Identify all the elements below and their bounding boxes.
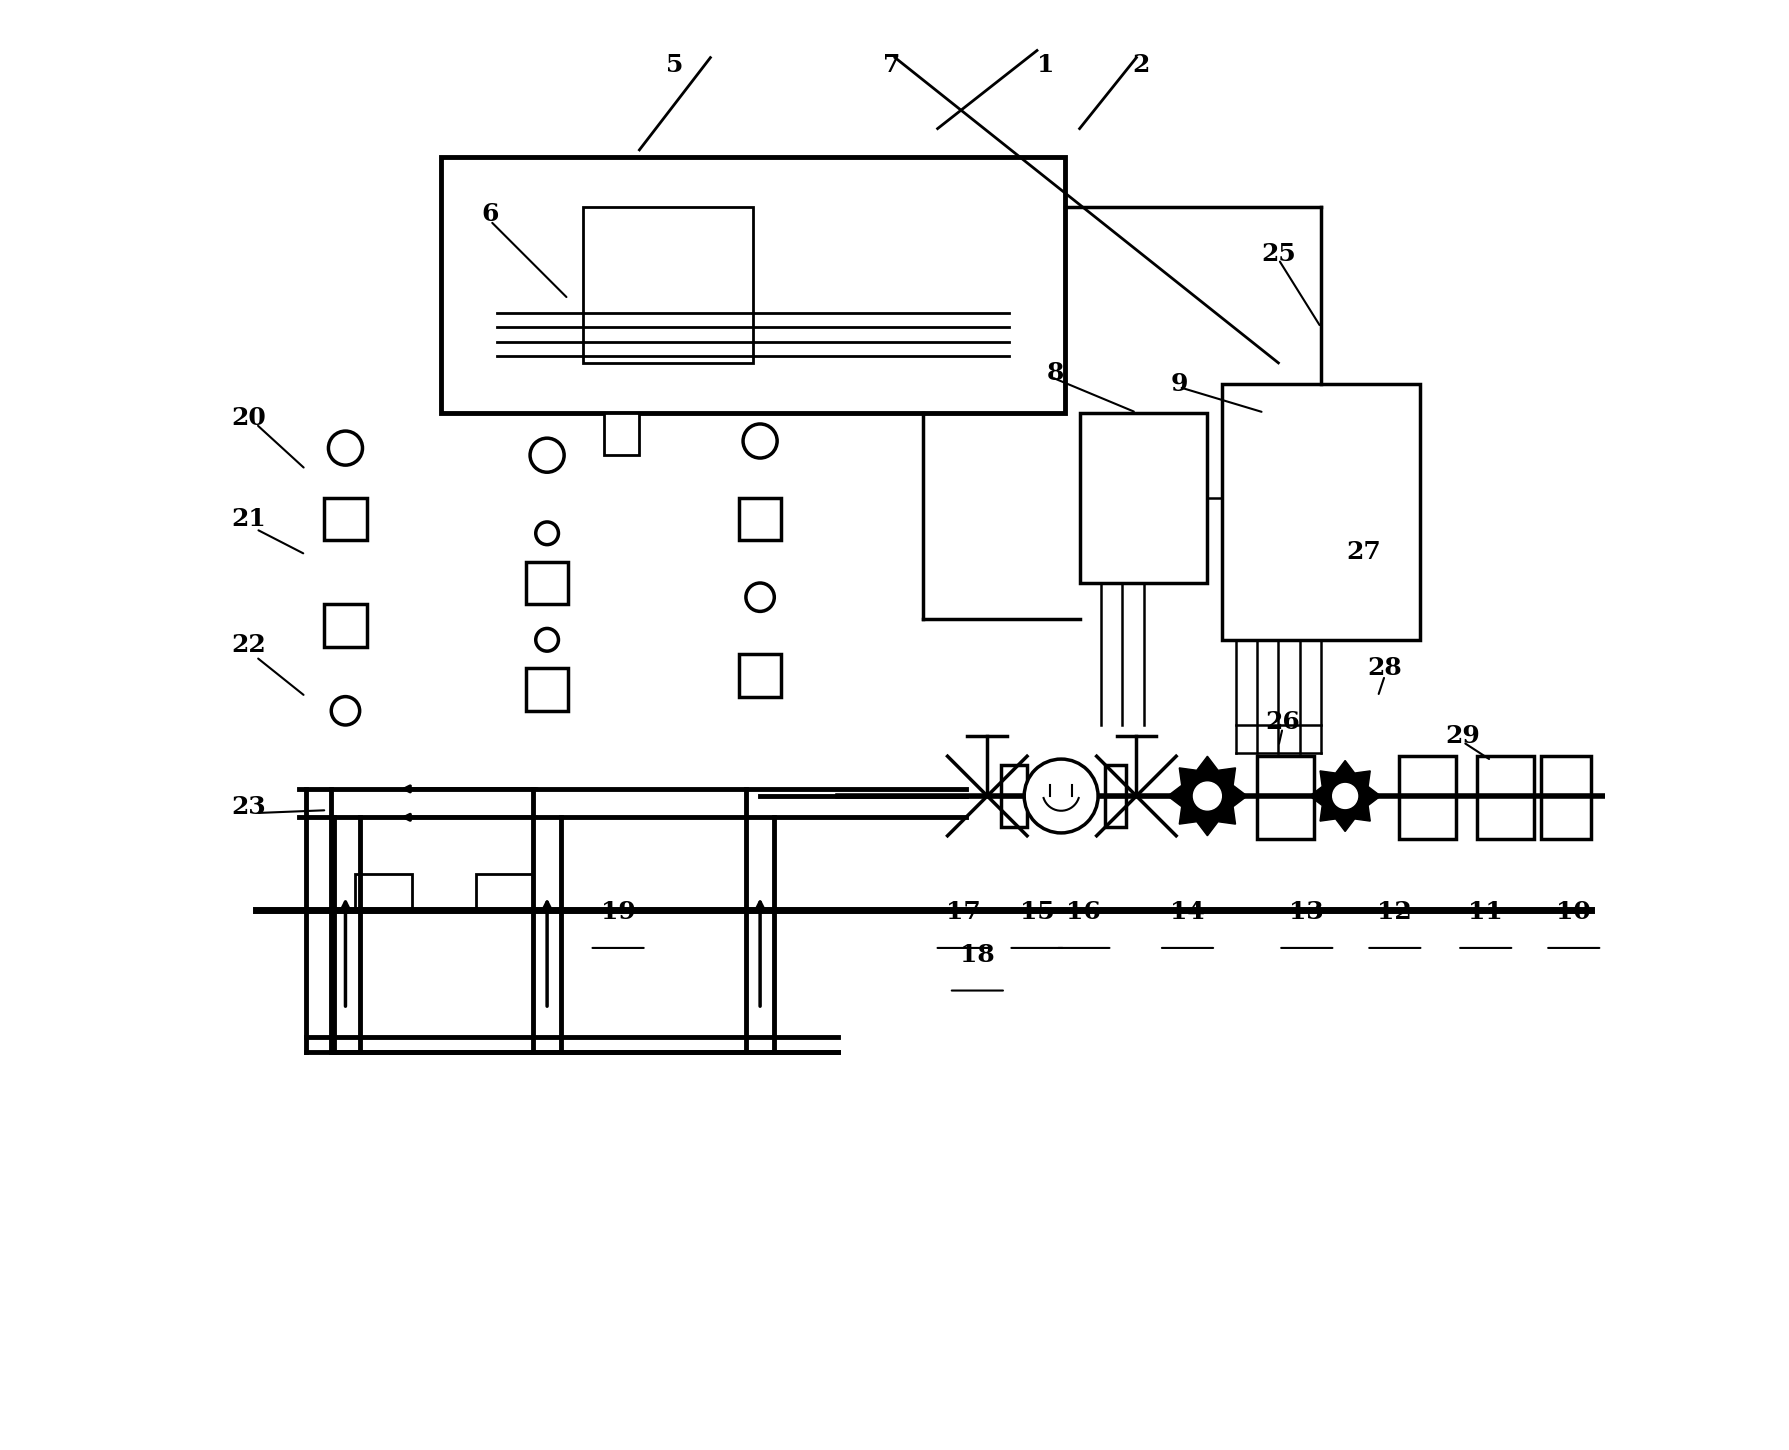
Text: 1: 1 [1036, 52, 1054, 77]
Polygon shape [1310, 760, 1379, 831]
Circle shape [530, 438, 564, 473]
Text: 11: 11 [1467, 900, 1503, 925]
Bar [1079, 413, 1208, 583]
Bar [1220, 384, 1420, 639]
Polygon shape [624, 242, 710, 328]
Circle shape [535, 628, 558, 651]
Text: 16: 16 [1066, 900, 1100, 925]
Text: 21: 21 [231, 507, 267, 531]
Circle shape [331, 696, 360, 725]
Bar [739, 654, 782, 696]
Bar [440, 157, 1064, 413]
Text: 26: 26 [1265, 710, 1299, 734]
Bar [1256, 757, 1313, 838]
Bar [1540, 757, 1590, 838]
Text: 14: 14 [1170, 900, 1204, 925]
Text: 12: 12 [1378, 900, 1412, 925]
Text: 23: 23 [231, 796, 267, 819]
Bar [1000, 764, 1027, 828]
Bar [526, 561, 569, 605]
Text: 18: 18 [959, 942, 995, 967]
Text: 7: 7 [884, 52, 900, 77]
Bar [324, 497, 367, 541]
Polygon shape [1166, 757, 1247, 835]
Circle shape [742, 423, 776, 458]
Circle shape [535, 522, 558, 545]
Text: 20: 20 [231, 406, 267, 431]
Text: 10: 10 [1555, 900, 1590, 925]
Text: 27: 27 [1345, 539, 1379, 564]
Text: 22: 22 [231, 634, 267, 657]
Text: 9: 9 [1170, 373, 1188, 396]
Bar [739, 497, 782, 541]
Circle shape [746, 583, 775, 612]
Text: 8: 8 [1047, 361, 1063, 384]
Text: 28: 28 [1367, 657, 1401, 680]
Bar [1399, 757, 1454, 838]
Bar [1476, 757, 1533, 838]
Text: 29: 29 [1446, 725, 1480, 748]
Bar [356, 874, 411, 909]
Bar [476, 874, 533, 909]
Bar [526, 668, 569, 710]
Text: 17: 17 [945, 900, 980, 925]
Circle shape [1333, 783, 1356, 809]
Circle shape [1023, 760, 1097, 832]
Text: 15: 15 [1020, 900, 1054, 925]
Bar [603, 413, 639, 455]
Text: 19: 19 [601, 900, 635, 925]
Text: 5: 5 [666, 52, 683, 77]
Bar [581, 207, 753, 362]
Bar [324, 605, 367, 647]
Text: 13: 13 [1288, 900, 1324, 925]
Text: 6: 6 [481, 202, 499, 226]
Circle shape [1193, 782, 1220, 811]
Text: 25: 25 [1259, 242, 1295, 265]
Bar [1104, 764, 1125, 828]
Circle shape [327, 431, 363, 465]
Text: 2: 2 [1131, 52, 1149, 77]
